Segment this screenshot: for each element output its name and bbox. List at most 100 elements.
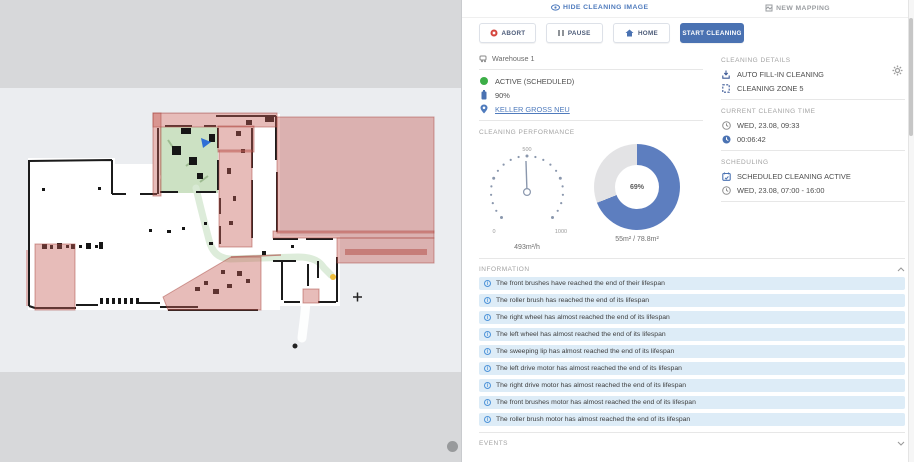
current-time-header: CURRENT CLEANING TIME — [721, 108, 816, 115]
cleaning-zone-row: CLEANING ZONE 5 — [721, 81, 905, 95]
coverage-percent: 69% — [629, 183, 644, 191]
home-icon — [625, 29, 634, 37]
start-cleaning-label: START CLEANING — [682, 29, 742, 37]
start-time: WED, 23.08, 09:33 — [737, 120, 800, 130]
information-row[interactable]: i The left drive motor has almost reached… — [479, 362, 905, 375]
information-message: The right drive motor has almost reached… — [496, 382, 687, 389]
chevron-up-icon[interactable] — [897, 267, 905, 272]
map-no-go-zones — [26, 112, 435, 311]
cleaning-mode-row: AUTO FILL-IN CLEANING — [721, 67, 905, 81]
scrollbar-thumb[interactable] — [909, 18, 913, 136]
map-settings-button[interactable] — [447, 441, 458, 452]
info-icon: i — [484, 280, 491, 287]
info-icon: i — [484, 297, 491, 304]
location-row[interactable]: KELLER GROSS NEU — [479, 102, 703, 116]
coverage-area-label: 55m² / 78.8m² — [615, 236, 659, 243]
floor-map — [0, 0, 461, 462]
information-row[interactable]: i The right drive motor has almost reache… — [479, 379, 905, 392]
home-label: HOME — [637, 29, 659, 37]
schedule-icon — [721, 172, 731, 181]
panel-topbar: HIDE CLEANING IMAGE NEW MAPPING — [462, 0, 914, 18]
events-section-header: EVENTS — [479, 440, 905, 447]
information-row[interactable]: i The sweeping lip has almost reached the… — [479, 345, 905, 358]
hide-cleaning-image-link[interactable]: HIDE CLEANING IMAGE — [551, 4, 648, 11]
coverage-donut: 69% — [594, 144, 680, 230]
cleaning-mode: AUTO FILL-IN CLEANING — [737, 69, 824, 79]
scheduling-header: SCHEDULING — [721, 159, 769, 166]
robot-marker[interactable] — [201, 138, 211, 148]
information-header: INFORMATION — [479, 266, 530, 273]
machine-name: Warehouse 1 — [492, 54, 535, 63]
info-icon: i — [484, 314, 491, 321]
gauge-max-label: 1000 — [555, 229, 567, 235]
information-message: The roller brush motor has almost reache… — [496, 416, 691, 423]
info-icon: i — [484, 331, 491, 338]
schedule-status: SCHEDULED CLEANING ACTIVE — [737, 171, 851, 181]
map-unknown-band-top — [0, 0, 461, 88]
information-message: The front brushes have reached the end o… — [496, 280, 665, 287]
map-cross-marker — [353, 292, 362, 302]
location-pin-icon — [480, 104, 488, 114]
elapsed-time-row: 00:06:42 — [721, 132, 905, 146]
events-header: EVENTS — [479, 440, 509, 447]
map-location-link[interactable]: KELLER GROSS NEU — [495, 104, 570, 114]
start-time-row: WED, 23.08, 09:33 — [721, 118, 905, 132]
information-row[interactable]: i The roller brush motor has almost reach… — [479, 413, 905, 426]
gauge-needle — [525, 160, 528, 193]
information-row[interactable]: i The roller brush has reached the end of… — [479, 294, 905, 307]
cleaning-details-header: CLEANING DETAILS — [721, 57, 791, 64]
map-panel[interactable] — [0, 0, 461, 462]
info-icon: i — [484, 348, 491, 355]
gear-icon[interactable] — [892, 65, 903, 76]
info-icon: i — [484, 399, 491, 406]
information-section-header: INFORMATION — [479, 266, 905, 273]
hide-cleaning-image-label: HIDE CLEANING IMAGE — [563, 4, 649, 11]
start-cleaning-button[interactable]: START CLEANING — [680, 23, 744, 43]
waypoint-dot-yellow — [330, 274, 336, 280]
information-row[interactable]: i The right wheel has almost reached the … — [479, 311, 905, 324]
gauge-value-label: 493m²/h — [514, 244, 540, 251]
map-dock-trail — [297, 297, 311, 343]
pause-icon — [558, 30, 564, 36]
zone-icon — [722, 83, 730, 93]
information-message: The left wheel has almost reached the en… — [496, 331, 666, 338]
map-obstacles — [42, 116, 294, 304]
machine-name-row: Warehouse 1 — [479, 52, 703, 65]
abort-button[interactable]: ABORT — [479, 23, 536, 43]
auto-fill-icon — [722, 70, 730, 79]
info-icon: i — [484, 416, 491, 423]
pause-button[interactable]: PAUSE — [546, 23, 603, 43]
gauge-dots — [490, 154, 564, 219]
panel-content: Warehouse 1 ACTIVE (SCHEDULED) — [462, 49, 914, 447]
action-toolbar: ABORT PAUSE HOME START CLEANING — [462, 18, 914, 49]
information-message: The left drive motor has almost reached … — [496, 365, 682, 372]
information-message: The right wheel has almost reached the e… — [496, 314, 670, 321]
new-mapping-button[interactable]: NEW MAPPING — [765, 4, 830, 12]
performance-gauge: 500 0 1000 — [490, 147, 567, 235]
information-row[interactable]: i The left wheel has almost reached the e… — [479, 328, 905, 341]
schedule-status-row: SCHEDULED CLEANING ACTIVE — [721, 169, 905, 183]
gauge-min-label: 0 — [492, 229, 495, 235]
map-unknown-band-bottom — [0, 372, 461, 462]
performance-charts: 500 0 1000 493m²/h 69% — [479, 140, 703, 251]
mapping-icon — [765, 4, 773, 12]
information-message: The roller brush has reached the end of … — [496, 297, 650, 304]
information-message: The sweeping lip has almost reached the … — [496, 348, 675, 355]
cleaning-zone: CLEANING ZONE 5 — [737, 83, 804, 93]
abort-icon — [490, 29, 498, 37]
panel-scrollbar[interactable] — [908, 0, 914, 462]
status-column: Warehouse 1 ACTIVE (SCHEDULED) — [479, 49, 703, 251]
information-row[interactable]: i The front brushes motor has almost reac… — [479, 396, 905, 409]
information-list: i The front brushes have reached the end … — [479, 277, 905, 426]
chevron-down-icon[interactable] — [897, 441, 905, 446]
performance-header: CLEANING PERFORMANCE — [479, 129, 575, 136]
information-row[interactable]: i The front brushes have reached the end … — [479, 277, 905, 290]
info-icon: i — [484, 365, 491, 372]
abort-label: ABORT — [501, 29, 526, 37]
new-mapping-label: NEW MAPPING — [776, 4, 830, 12]
machine-status: ACTIVE (SCHEDULED) — [495, 76, 575, 86]
status-dot-icon — [480, 77, 488, 85]
home-button[interactable]: HOME — [613, 23, 670, 43]
battery-level: 90% — [495, 90, 510, 100]
